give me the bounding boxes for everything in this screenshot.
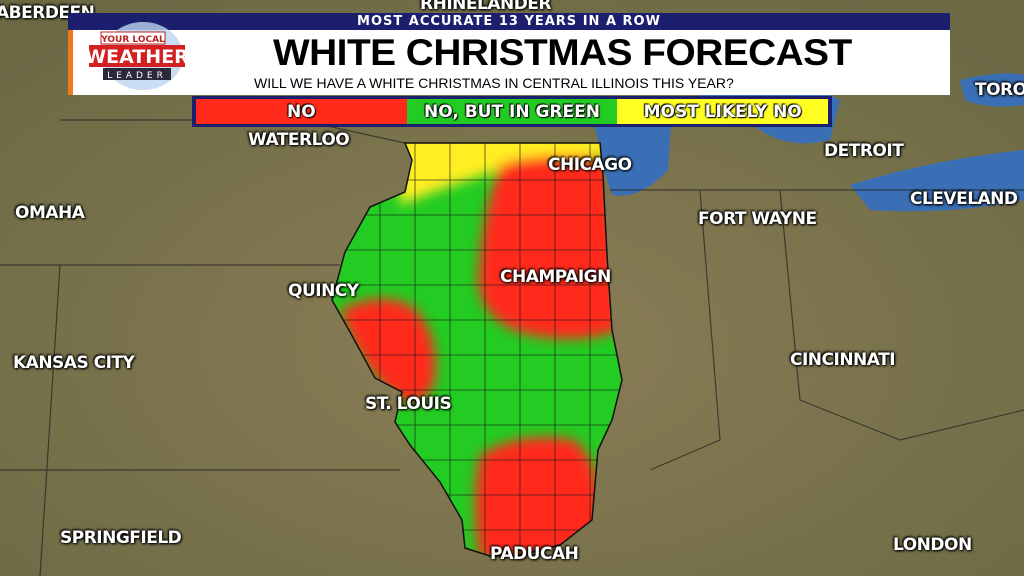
lake-ontario — [960, 73, 1024, 107]
city-label: CLEVELAND — [910, 189, 1018, 209]
forecast-legend: NO NO, BUT IN GREEN MOST LIKELY NO — [192, 96, 832, 127]
legend-no: NO — [196, 99, 407, 124]
city-label: CINCINNATI — [790, 350, 896, 370]
city-label: RHINELANDER — [420, 0, 552, 14]
city-label: TORO — [975, 80, 1024, 100]
page-subtitle: WILL WE HAVE A WHITE CHRISTMAS IN CENTRA… — [254, 75, 734, 91]
svg-text:YOUR LOCAL: YOUR LOCAL — [100, 35, 165, 45]
city-label: ST. LOUIS — [365, 394, 452, 414]
city-label: DETROIT — [824, 141, 904, 161]
city-label: FORT WAYNE — [698, 209, 817, 229]
city-label: CHAMPAIGN — [500, 267, 611, 287]
title-panel: YOUR LOCAL WEATHER LEADER WHITE CHRISTMA… — [68, 22, 950, 95]
city-label: OMAHA — [15, 203, 85, 223]
page-title: WHITE CHRISTMAS FORECAST — [273, 32, 852, 73]
city-label: PADUCAH — [490, 544, 579, 564]
city-label: LONDON — [893, 535, 972, 555]
state-borders — [0, 119, 1024, 576]
weather-leader-logo: YOUR LOCAL WEATHER LEADER — [85, 22, 189, 90]
illinois-forecast-area — [332, 143, 622, 556]
city-label: SPRINGFIELD — [60, 528, 182, 548]
legend-most-likely-no: MOST LIKELY NO — [617, 99, 829, 124]
city-label: CHICAGO — [548, 155, 632, 175]
city-label: WATERLOO — [248, 130, 350, 150]
city-label: QUINCY — [288, 281, 359, 301]
svg-text:WEATHER: WEATHER — [85, 46, 189, 68]
illinois-outline — [331, 142, 623, 557]
svg-text:LEADER: LEADER — [107, 71, 167, 81]
city-label: KANSAS CITY — [13, 353, 135, 373]
legend-no-but-green: NO, BUT IN GREEN — [406, 99, 618, 124]
lake-erie — [850, 150, 1024, 212]
accuracy-banner: MOST ACCURATE 13 YEARS IN A ROW — [68, 13, 950, 30]
